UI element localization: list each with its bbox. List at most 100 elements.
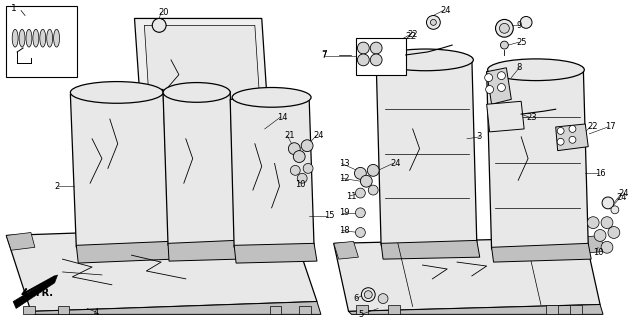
Circle shape	[361, 288, 375, 301]
Circle shape	[430, 20, 436, 25]
Text: 17: 17	[605, 123, 616, 132]
Circle shape	[365, 291, 372, 299]
Polygon shape	[381, 240, 480, 259]
Polygon shape	[168, 240, 238, 261]
Text: 21: 21	[284, 131, 295, 140]
Polygon shape	[334, 241, 358, 259]
Polygon shape	[487, 68, 511, 104]
Polygon shape	[376, 58, 477, 245]
Text: 15: 15	[324, 211, 334, 220]
Polygon shape	[234, 243, 317, 263]
Circle shape	[360, 175, 372, 187]
Circle shape	[356, 208, 365, 218]
Circle shape	[368, 185, 378, 195]
Polygon shape	[349, 305, 603, 314]
Circle shape	[289, 143, 300, 155]
Polygon shape	[134, 19, 275, 218]
Polygon shape	[546, 305, 558, 314]
Text: 5: 5	[358, 310, 364, 319]
Polygon shape	[77, 241, 173, 263]
Polygon shape	[556, 124, 588, 151]
Polygon shape	[31, 301, 321, 314]
Text: 8: 8	[517, 63, 522, 72]
Polygon shape	[487, 101, 524, 132]
Polygon shape	[487, 68, 588, 249]
Polygon shape	[356, 305, 368, 314]
Text: 12: 12	[339, 174, 349, 183]
Text: FR.: FR.	[35, 288, 53, 298]
Text: 20: 20	[158, 8, 168, 17]
Polygon shape	[284, 227, 313, 244]
Polygon shape	[580, 236, 605, 253]
Circle shape	[569, 125, 576, 132]
Circle shape	[557, 138, 564, 145]
Circle shape	[587, 217, 599, 228]
Text: 22: 22	[587, 123, 598, 132]
Text: 2: 2	[54, 182, 60, 191]
Circle shape	[358, 54, 369, 66]
Polygon shape	[388, 305, 400, 314]
Polygon shape	[13, 275, 58, 308]
Circle shape	[499, 23, 510, 33]
Ellipse shape	[47, 29, 53, 47]
Circle shape	[486, 85, 494, 93]
Circle shape	[485, 74, 492, 82]
Ellipse shape	[40, 29, 46, 47]
Text: 22: 22	[406, 32, 417, 41]
Circle shape	[608, 227, 620, 238]
Text: 24: 24	[617, 194, 627, 203]
Ellipse shape	[54, 29, 60, 47]
Circle shape	[293, 151, 305, 163]
Text: 19: 19	[339, 208, 349, 217]
Text: 4: 4	[94, 308, 99, 317]
Polygon shape	[163, 92, 235, 245]
Circle shape	[520, 16, 532, 28]
Text: 16: 16	[595, 169, 606, 178]
Circle shape	[601, 217, 613, 228]
Ellipse shape	[12, 29, 18, 47]
Circle shape	[358, 42, 369, 54]
Circle shape	[291, 165, 300, 175]
Circle shape	[569, 136, 576, 143]
Polygon shape	[23, 307, 35, 314]
Polygon shape	[334, 237, 600, 311]
Circle shape	[611, 206, 619, 214]
Circle shape	[153, 19, 166, 32]
Circle shape	[370, 54, 382, 66]
Circle shape	[354, 167, 367, 179]
Circle shape	[601, 241, 613, 253]
Text: 23: 23	[526, 113, 537, 122]
Ellipse shape	[163, 83, 230, 102]
Polygon shape	[356, 38, 406, 75]
Circle shape	[496, 20, 513, 37]
Circle shape	[356, 188, 365, 198]
Text: 10: 10	[593, 248, 604, 257]
Circle shape	[498, 72, 505, 80]
Polygon shape	[492, 243, 591, 262]
Text: 1: 1	[11, 4, 17, 13]
Polygon shape	[230, 96, 314, 247]
Ellipse shape	[378, 49, 473, 71]
Polygon shape	[6, 233, 35, 250]
Circle shape	[301, 140, 313, 152]
Circle shape	[557, 127, 564, 134]
Text: 25: 25	[517, 38, 527, 47]
Text: 24: 24	[619, 188, 629, 197]
Text: 7: 7	[321, 51, 327, 60]
Polygon shape	[144, 25, 266, 211]
Circle shape	[367, 164, 379, 176]
Text: 22: 22	[408, 30, 418, 39]
Circle shape	[303, 164, 313, 173]
Ellipse shape	[232, 87, 311, 107]
Ellipse shape	[70, 82, 163, 103]
Polygon shape	[70, 90, 169, 247]
Circle shape	[498, 84, 505, 92]
Text: 6: 6	[353, 294, 359, 303]
Text: 18: 18	[339, 226, 349, 235]
Circle shape	[378, 294, 388, 304]
Text: 10: 10	[295, 180, 306, 189]
Text: 24: 24	[441, 6, 451, 15]
Circle shape	[501, 41, 508, 49]
Text: 11: 11	[347, 191, 357, 201]
Polygon shape	[299, 307, 311, 314]
